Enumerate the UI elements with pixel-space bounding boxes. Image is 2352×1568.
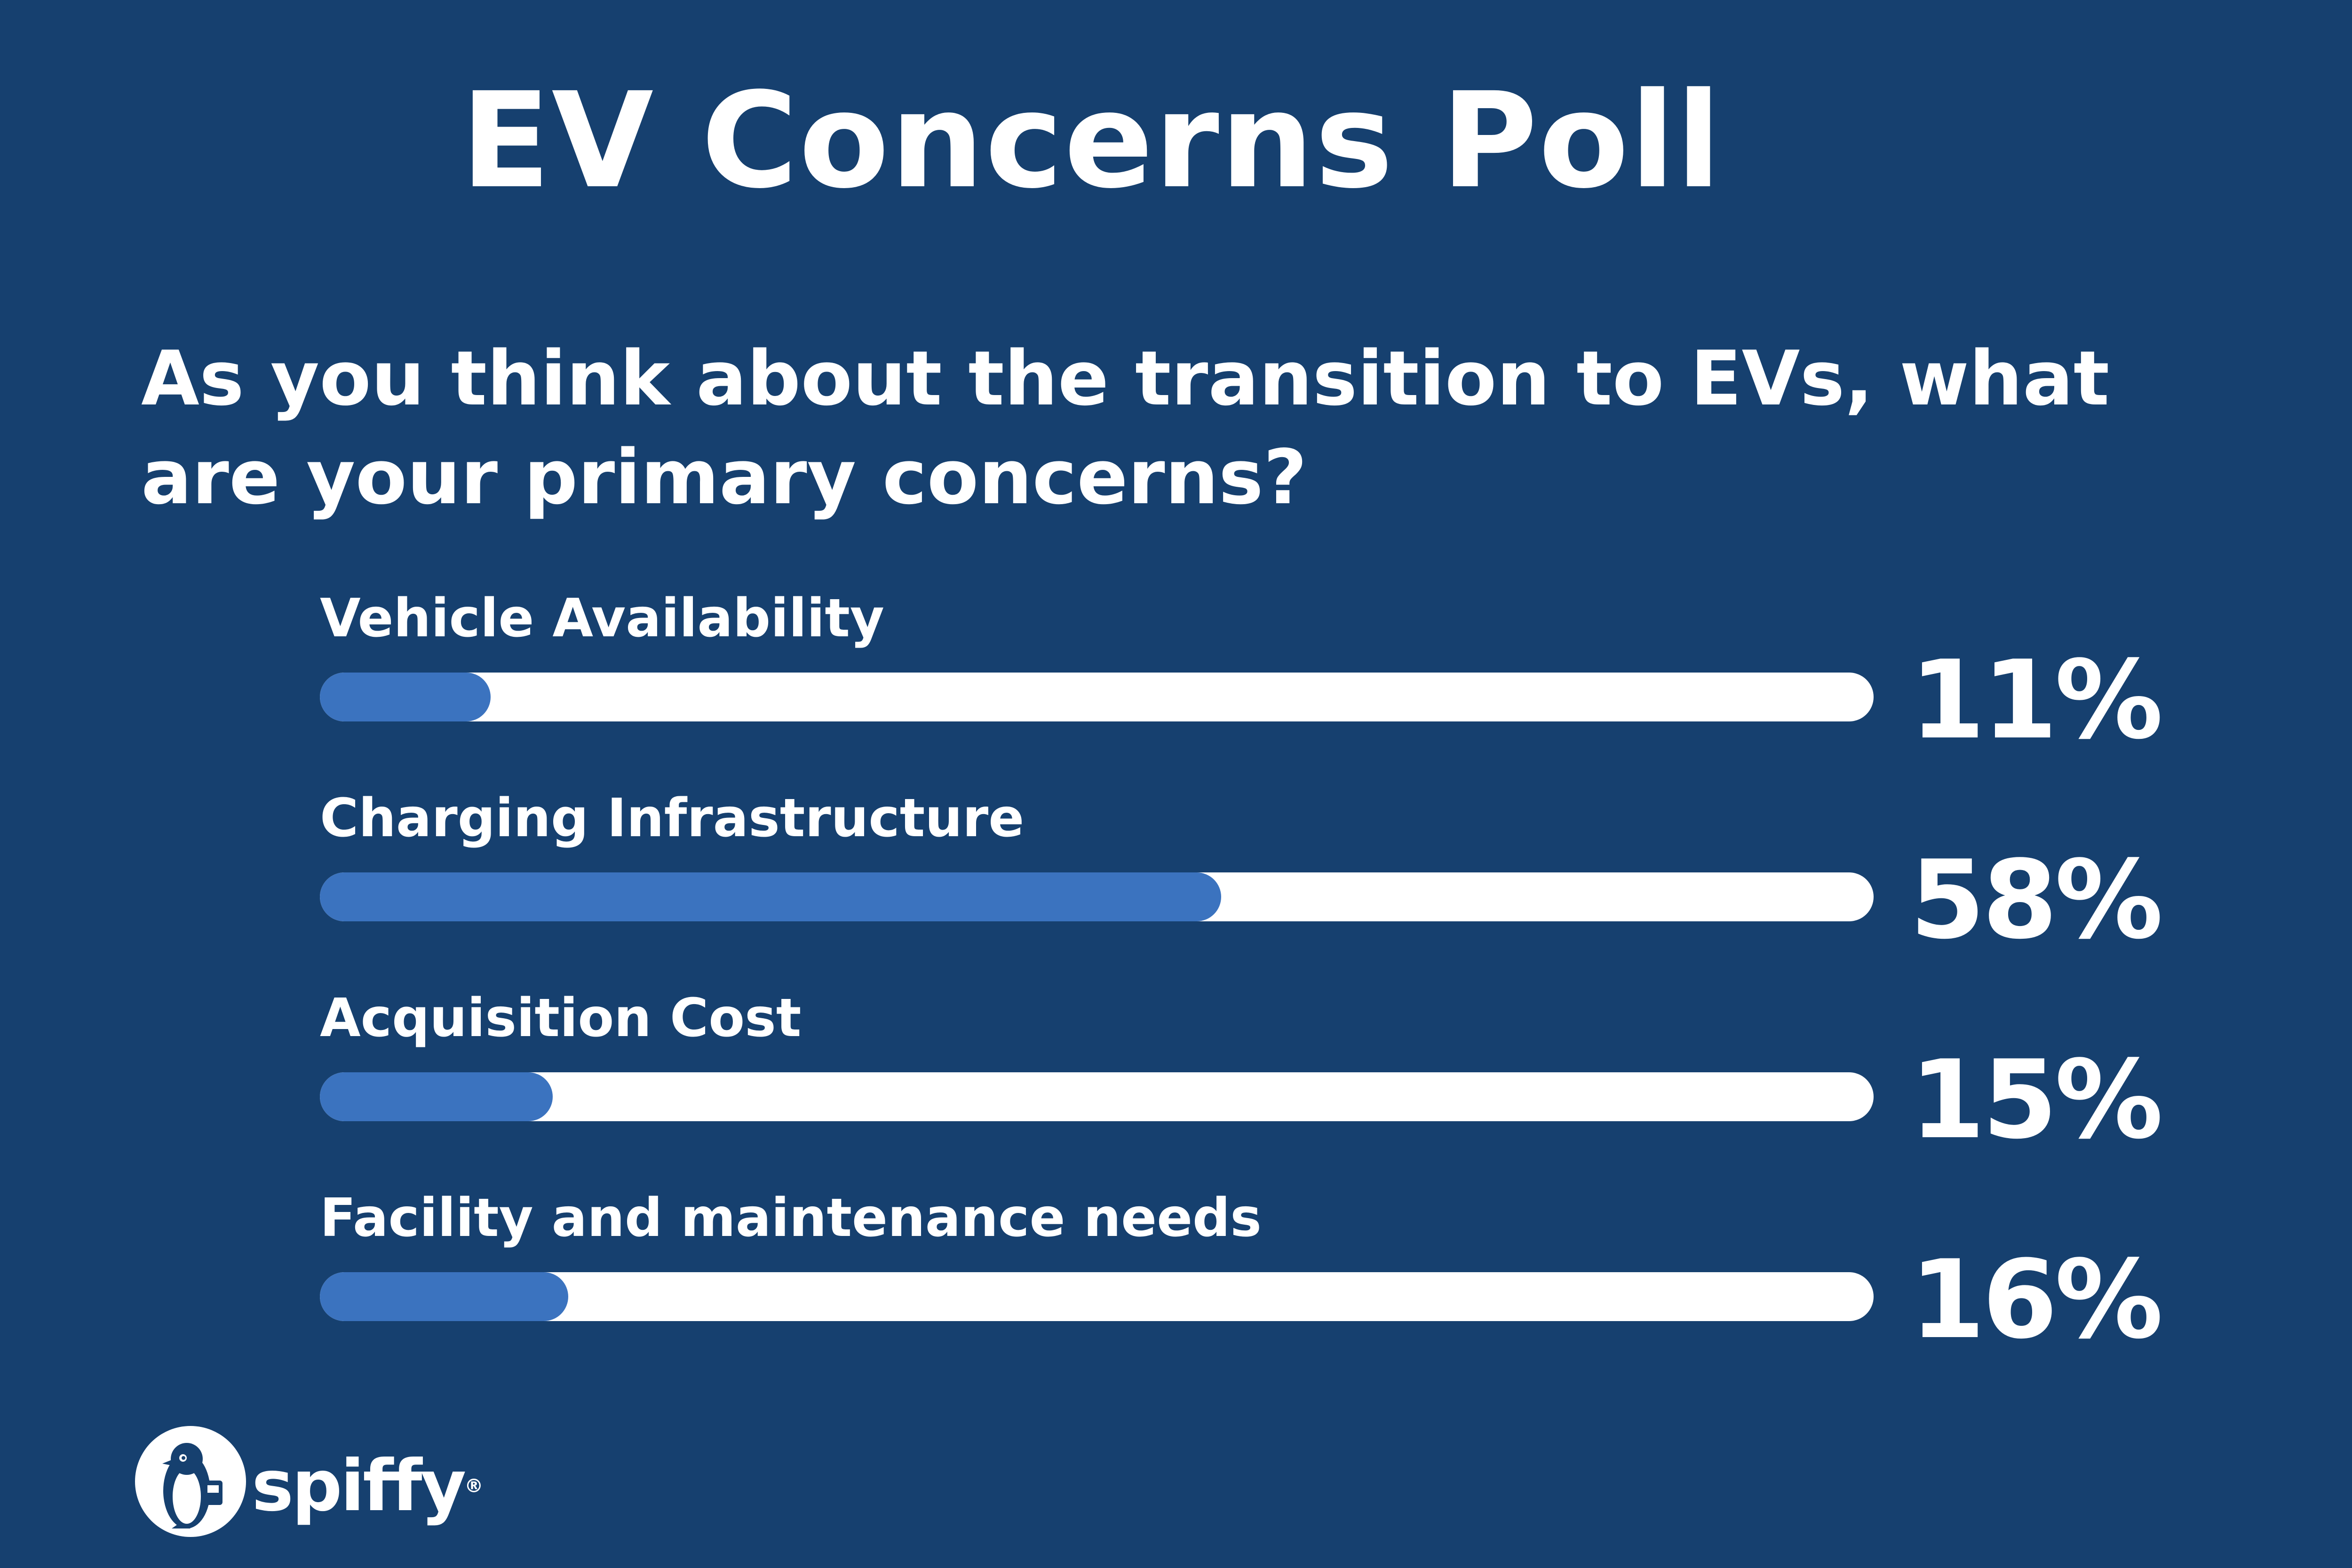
bar-track	[320, 872, 1874, 921]
chart-subtitle: As you think about the transition to EVs…	[141, 334, 2110, 521]
registered-mark: ®	[464, 1475, 484, 1497]
brand-wordmark: spiffy®	[252, 1444, 483, 1528]
bar	[320, 673, 491, 721]
bar-track	[320, 1272, 1874, 1321]
bar-label: Vehicle Availability	[320, 588, 884, 649]
bar-track	[320, 1072, 1874, 1121]
bar-track	[320, 673, 1874, 721]
bar	[320, 1072, 553, 1121]
bar-value-label: 11%	[1910, 638, 2163, 763]
bar-value-label: 16%	[1910, 1237, 2163, 1363]
brand-name: spiffy	[252, 1445, 466, 1527]
bar	[320, 872, 1221, 921]
chart-title: EV Concerns Poll	[461, 64, 1722, 218]
bar	[320, 1272, 569, 1321]
penguin-icon	[135, 1426, 246, 1537]
bar-value-label: 58%	[1910, 838, 2163, 963]
bar-value-label: 15%	[1910, 1037, 2163, 1163]
bar-label: Facility and maintenance needs	[320, 1188, 1262, 1249]
bar-label: Charging Infrastructure	[320, 788, 1025, 849]
bar-label: Acquisition Cost	[320, 988, 802, 1049]
